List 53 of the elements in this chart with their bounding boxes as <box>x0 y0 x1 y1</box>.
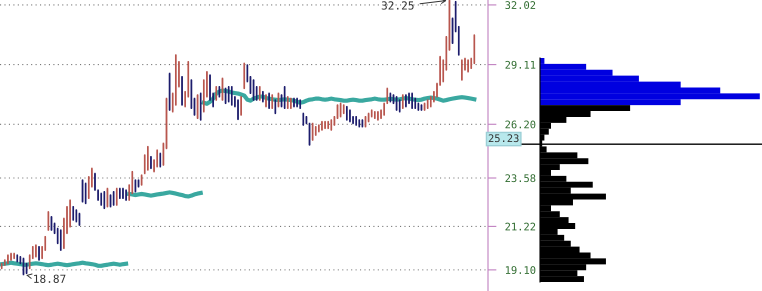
candlestick <box>218 86 220 98</box>
candlestick <box>78 212 80 226</box>
candlestick <box>119 188 121 199</box>
candlestick <box>252 79 254 101</box>
candlestick <box>424 102 426 111</box>
candlestick <box>82 179 84 202</box>
candlestick <box>22 258 24 276</box>
candlestick <box>265 94 267 108</box>
candlestick <box>35 244 37 258</box>
candlestick <box>10 252 12 261</box>
candlestick <box>134 179 136 192</box>
candlestick <box>125 189 127 201</box>
candlestick <box>26 262 28 274</box>
y-tick-label: 32.02 <box>505 1 536 10</box>
candlestick <box>222 78 224 101</box>
candlestick <box>324 120 326 130</box>
candlestick <box>122 188 124 199</box>
candlestick <box>237 99 239 120</box>
candlestick <box>296 98 298 108</box>
candlestick <box>278 92 280 108</box>
candlestick <box>420 104 422 111</box>
candlestick <box>196 94 198 120</box>
candlestick <box>405 94 407 108</box>
candlestick <box>467 59 469 72</box>
line-series <box>202 88 476 106</box>
candlestick <box>290 98 292 109</box>
y-tick-label: 26.20 <box>505 120 536 128</box>
candlestick <box>224 88 226 104</box>
candlestick <box>293 98 295 108</box>
candlestick <box>396 96 398 111</box>
y-tick-label: 19.10 <box>506 266 536 274</box>
y-tick-label: 21.22 <box>505 222 536 230</box>
candlestick <box>106 188 108 208</box>
candlestick <box>140 174 142 186</box>
candlestick <box>110 194 112 208</box>
candlestick <box>349 109 351 122</box>
y-tick-label: 29.11 <box>505 60 536 69</box>
y-tick-label: 23.58 <box>505 174 536 182</box>
candlestick <box>377 111 379 121</box>
candlestick <box>364 116 366 128</box>
candlestick <box>138 179 140 188</box>
candlestick <box>321 120 323 131</box>
candlestick <box>284 86 286 109</box>
annotation: 18.87 <box>34 274 66 283</box>
candlestick <box>7 254 9 264</box>
candlestick <box>398 99 401 112</box>
candlestick <box>50 216 52 231</box>
candlestick <box>38 246 40 261</box>
candlestick <box>150 156 152 170</box>
annotation: 32.25 <box>382 1 414 10</box>
ref-line-label: 25.23 <box>488 134 519 142</box>
candlestick <box>181 76 183 106</box>
candlestick <box>408 92 410 104</box>
